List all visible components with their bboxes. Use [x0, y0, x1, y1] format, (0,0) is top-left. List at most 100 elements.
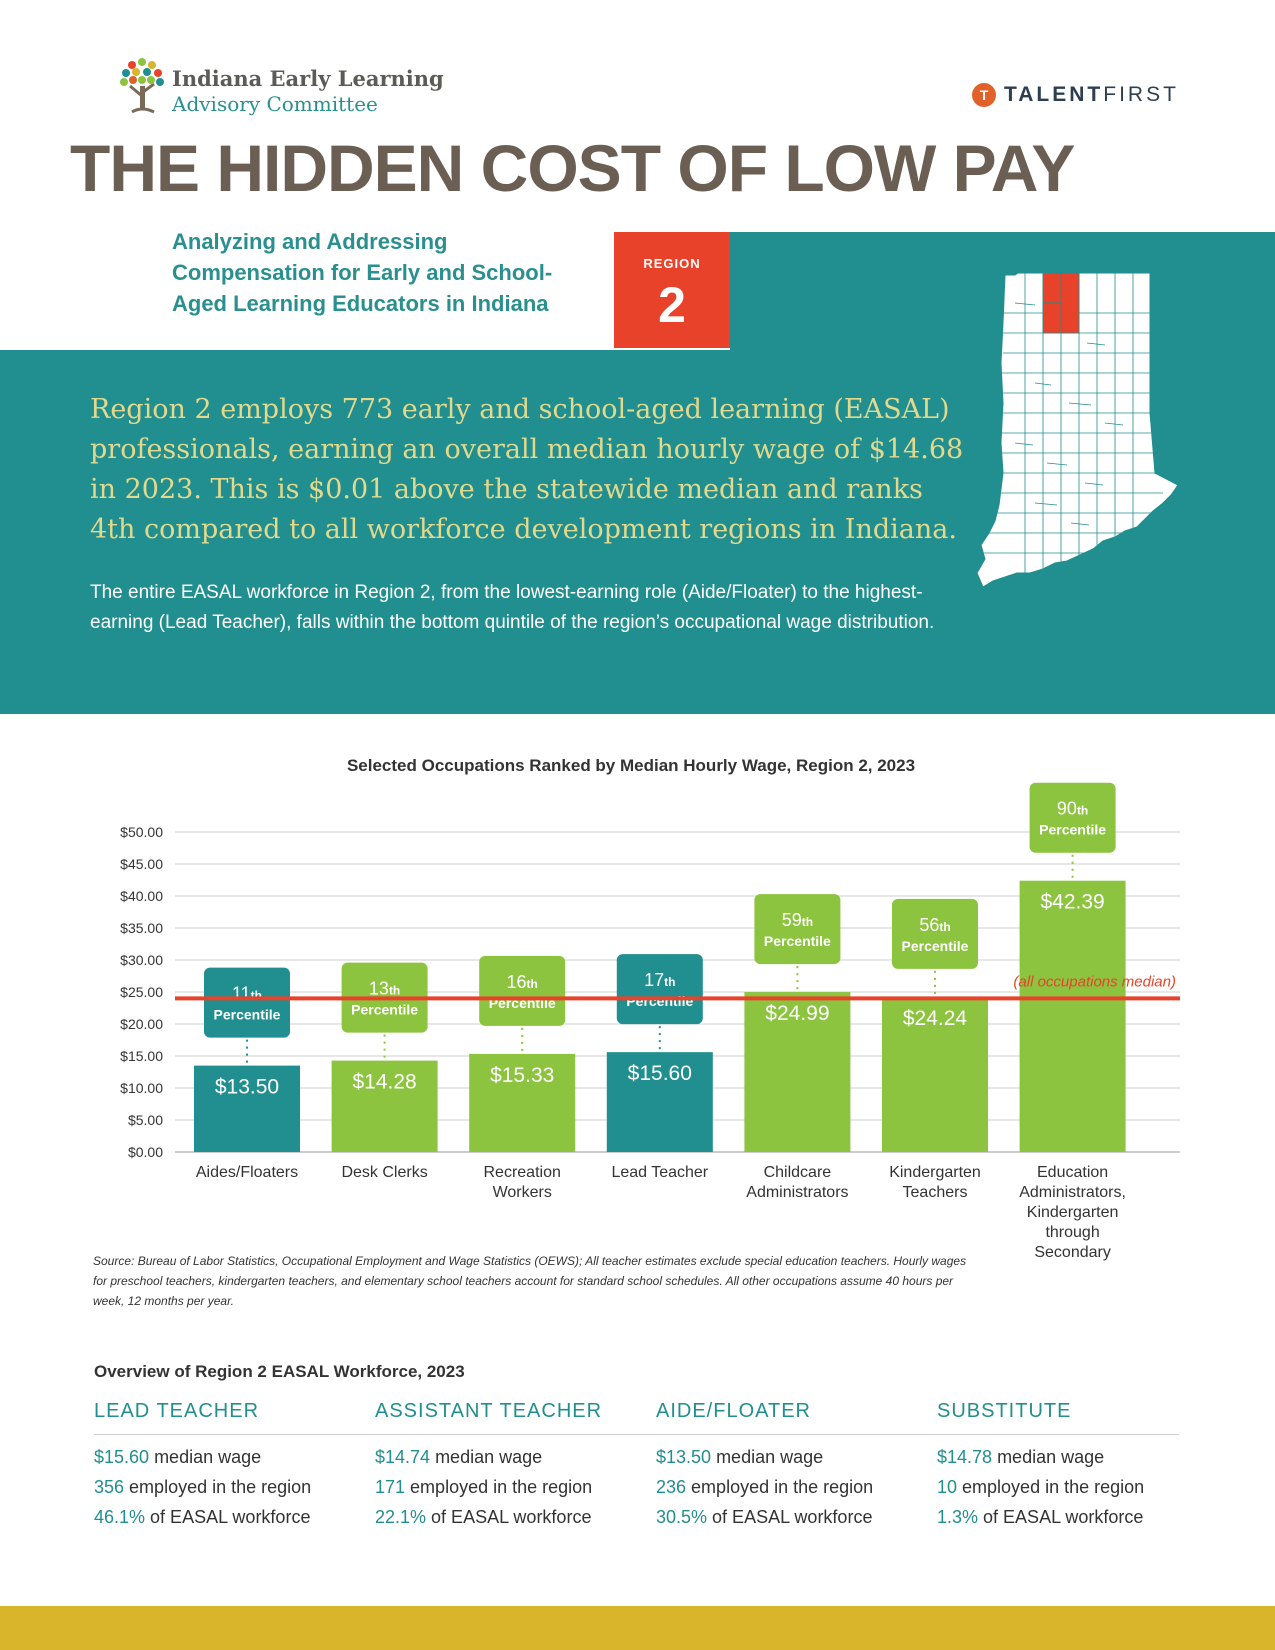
x-category-label: Lead Teacher: [611, 1164, 708, 1181]
x-category-label: Aides/Floaters: [196, 1164, 298, 1181]
y-tick-label: $40.00: [120, 888, 163, 904]
percentile-word: Percentile: [626, 993, 693, 1009]
y-tick-label: $0.00: [128, 1144, 163, 1160]
x-category-label: Administrators,: [1019, 1184, 1126, 1201]
tree-icon: [120, 58, 164, 114]
role-heading: ASSISTANT TEACHER: [375, 1400, 603, 1422]
wage-suffix: median wage: [992, 1447, 1105, 1467]
share-value: 30.5%: [656, 1507, 708, 1527]
intro-body-text: The entire EASAL workforce in Region 2, …: [90, 582, 935, 633]
share-value: 46.1%: [94, 1507, 146, 1527]
percentile-rank: 90th: [1057, 799, 1088, 819]
wage-suffix: median wage: [430, 1447, 543, 1467]
employed-suffix: employed in the region: [957, 1477, 1145, 1497]
reference-line-label: (all occupations median): [1013, 973, 1176, 990]
bar: [606, 1052, 713, 1152]
role-wage: $14.78 median wage: [937, 1442, 1207, 1472]
share-value: 1.3%: [937, 1507, 979, 1527]
percentile-badge: [754, 894, 841, 965]
percentile-badge: [1029, 782, 1116, 853]
wage-bar-chart: $0.00 $5.00 $10.00 $15.00 $20.00 $25.00 $30.00…: [120, 782, 1180, 1261]
chart-title: Selected Occupations Ranked by Median Ho…: [346, 756, 916, 775]
employed-value: 10: [937, 1477, 958, 1497]
role-heading: LEAD TEACHER: [94, 1400, 260, 1422]
x-category-label: Administrators: [746, 1184, 848, 1201]
percentile-word: Percentile: [214, 1007, 281, 1023]
role-employed: 236 employed in the region: [656, 1472, 926, 1502]
overview-title: Overview of Region 2 EASAL Workforce, 20…: [94, 1362, 465, 1381]
bar: [882, 996, 988, 1152]
role-wage: $13.50 median wage: [656, 1442, 926, 1472]
iela-logo: Indiana Early Learning Advisory Committe…: [120, 56, 444, 116]
employed-suffix: employed in the region: [686, 1477, 874, 1497]
percentile-badge: [616, 954, 703, 1025]
x-category-label: Workers: [493, 1184, 552, 1201]
bar: [744, 992, 851, 1152]
role-card-substitute: SUBSTITUTE $14.78 median wage 10 employe…: [937, 1400, 1207, 1532]
employed-value: 171: [375, 1477, 406, 1497]
share-suffix: of EASAL workforce: [426, 1507, 592, 1527]
x-category-label: Recreation: [484, 1164, 561, 1181]
role-heading: AIDE/FLOATER: [656, 1400, 811, 1422]
y-tick-label: $5.00: [128, 1112, 163, 1128]
percentile-badge: [892, 898, 978, 969]
bar-value-label: $24.99: [765, 1002, 829, 1025]
y-tick-label: $20.00: [120, 1016, 163, 1032]
percentile-rank: 56th: [919, 915, 950, 935]
role-card-aide-floater: AIDE/FLOATER $13.50 median wage 236 empl…: [656, 1400, 926, 1532]
x-category-label: Teachers: [903, 1184, 968, 1201]
y-tick-label: $50.00: [120, 824, 163, 840]
x-category-label: Childcare: [764, 1164, 832, 1181]
y-tick-label: $35.00: [120, 920, 163, 936]
bar-value-label: $14.28: [352, 1071, 416, 1094]
role-share: 30.5% of EASAL workforce: [656, 1502, 926, 1532]
region-number: 2: [658, 277, 686, 333]
x-category-label: through: [1045, 1224, 1099, 1241]
x-category-label: Secondary: [1034, 1244, 1111, 1261]
page-title: THE HIDDEN COST OF LOW PAY: [70, 131, 1075, 205]
talentfirst-logo: T TALENT FIRST: [972, 82, 1179, 108]
share-suffix: of EASAL workforce: [145, 1507, 311, 1527]
y-tick-label: $25.00: [120, 984, 163, 1000]
percentile-word: Percentile: [902, 938, 969, 954]
role-wage: $14.74 median wage: [375, 1442, 645, 1472]
wage-suffix: median wage: [149, 1447, 262, 1467]
x-category-label: Kindergarten: [1027, 1204, 1119, 1221]
percentile-rank: 13th: [369, 979, 400, 999]
source-note: Source: Bureau of Labor Statistics, Occu…: [93, 1254, 967, 1308]
role-employed: 356 employed in the region: [94, 1472, 364, 1502]
percentile-rank: 17th: [644, 970, 675, 990]
employed-suffix: employed in the region: [405, 1477, 593, 1497]
region-badge: REGION 2: [614, 232, 730, 348]
intro-lead-text: Region 2 employs 773 early and school-ag…: [90, 394, 964, 545]
talentfirst-badge-icon: T: [972, 83, 996, 107]
role-card-lead-teacher: LEAD TEACHER $15.60 median wage 356 empl…: [94, 1400, 364, 1532]
percentile-word: Percentile: [351, 1002, 418, 1018]
overview-divider: [94, 1434, 1179, 1435]
bar-value-label: $13.50: [215, 1076, 279, 1099]
footer-bar: [0, 1606, 1275, 1650]
bar-value-label: $24.24: [903, 1007, 968, 1030]
org-name-line1: Indiana Early Learning: [172, 66, 444, 91]
role-share: 46.1% of EASAL workforce: [94, 1502, 364, 1532]
share-suffix: of EASAL workforce: [978, 1507, 1144, 1527]
wage-value: $14.78: [937, 1447, 993, 1467]
bar: [1019, 880, 1126, 1152]
bar: [469, 1053, 576, 1152]
y-tick-label: $10.00: [120, 1080, 163, 1096]
wage-value: $14.74: [375, 1447, 431, 1467]
wage-suffix: median wage: [711, 1447, 824, 1467]
org-name-line2: Advisory Committee: [172, 92, 378, 116]
percentile-rank: 16th: [507, 972, 538, 992]
bar-value-label: $42.39: [1040, 891, 1104, 914]
role-card-assistant-teacher: ASSISTANT TEACHER $14.74 median wage 171…: [375, 1400, 645, 1532]
employed-value: 236: [656, 1477, 687, 1497]
percentile-rank: 59th: [782, 910, 813, 930]
share-suffix: of EASAL workforce: [707, 1507, 873, 1527]
employed-value: 356: [94, 1477, 125, 1497]
role-wage: $15.60 median wage: [94, 1442, 364, 1472]
y-tick-label: $30.00: [120, 952, 163, 968]
wage-value: $15.60: [94, 1447, 150, 1467]
share-value: 22.1%: [375, 1507, 427, 1527]
percentile-badge: [204, 967, 290, 1038]
